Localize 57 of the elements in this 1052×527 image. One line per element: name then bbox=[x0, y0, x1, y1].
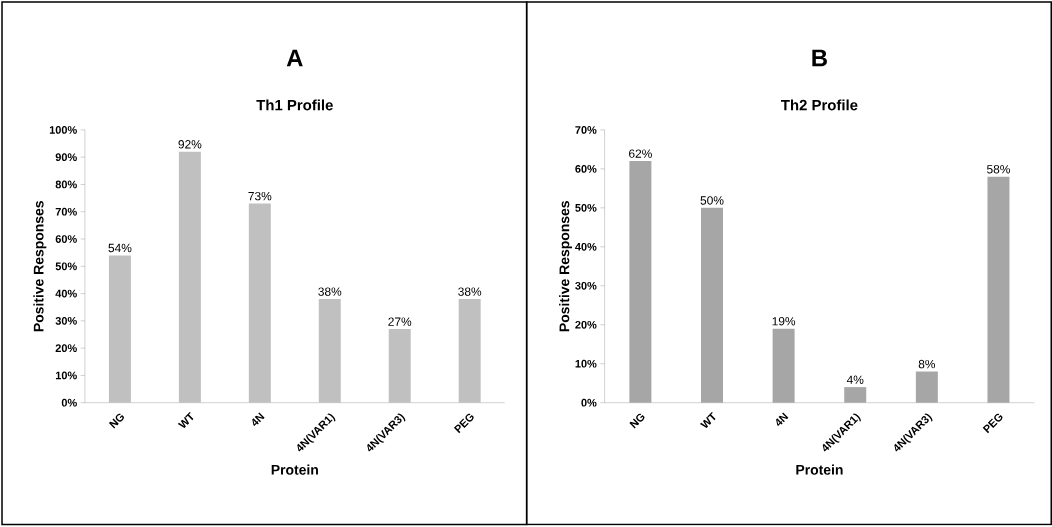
y-tick-label: 90% bbox=[55, 153, 77, 162]
bar bbox=[772, 328, 795, 403]
bar bbox=[318, 299, 341, 403]
data-label: 8% bbox=[918, 360, 936, 369]
y-tick-label: 0% bbox=[581, 399, 597, 407]
y-tick-label: 20% bbox=[575, 321, 597, 329]
bar bbox=[915, 371, 938, 403]
y-tick-label: 70% bbox=[575, 126, 597, 134]
y-tick-label: 60% bbox=[55, 235, 77, 244]
data-label: 38% bbox=[318, 287, 342, 297]
y-axis-title: Positive Responses bbox=[33, 201, 47, 332]
data-label: 50% bbox=[700, 196, 724, 205]
bar bbox=[844, 387, 867, 403]
y-tick-label: 10% bbox=[575, 360, 597, 368]
data-label: 4% bbox=[846, 375, 864, 385]
y-tick-label: 60% bbox=[575, 165, 597, 173]
y-tick-label: 10% bbox=[55, 371, 77, 380]
data-label: 62% bbox=[629, 149, 652, 159]
bar bbox=[987, 176, 1010, 403]
bar bbox=[108, 255, 131, 403]
y-tick-label: 50% bbox=[575, 204, 597, 212]
y-tick-label: 30% bbox=[575, 282, 597, 290]
bar bbox=[458, 299, 481, 403]
x-tick-label: WT bbox=[177, 412, 194, 429]
y-tick-label: 80% bbox=[55, 180, 77, 189]
data-label: 73% bbox=[248, 192, 272, 201]
x-tick-label: 4N bbox=[252, 412, 265, 427]
data-label: 92% bbox=[178, 140, 202, 149]
bar bbox=[248, 203, 271, 403]
chart-title: A bbox=[286, 49, 303, 67]
x-axis-title: Protein bbox=[271, 464, 318, 475]
x-tick-label: NG bbox=[108, 413, 125, 429]
data-label: 58% bbox=[986, 165, 1010, 174]
x-axis-title: Protein bbox=[796, 464, 843, 475]
data-label: 19% bbox=[772, 317, 796, 326]
y-tick-label: 70% bbox=[55, 208, 77, 216]
y-tick-label: 20% bbox=[55, 344, 77, 353]
y-axis-title: Positive Responses bbox=[559, 201, 573, 332]
y-tick-label: 30% bbox=[55, 317, 77, 325]
data-label: 27% bbox=[388, 317, 412, 327]
y-tick-label: 40% bbox=[575, 243, 597, 251]
chart-title: B bbox=[812, 49, 827, 67]
y-tick-label: 50% bbox=[55, 262, 77, 271]
y-tick-label: 0% bbox=[61, 399, 77, 407]
bar bbox=[388, 329, 411, 403]
chart-subtitle: Th2 Profile bbox=[781, 99, 858, 111]
y-tick-label: 100% bbox=[49, 126, 77, 134]
bar bbox=[178, 151, 201, 403]
data-label: 38% bbox=[458, 287, 482, 297]
bar bbox=[701, 208, 723, 403]
y-tick-label: 40% bbox=[55, 289, 77, 298]
data-label: 54% bbox=[108, 243, 132, 253]
x-tick-label: NG bbox=[629, 413, 645, 429]
bar bbox=[629, 161, 652, 403]
chart-subtitle: Th1 Profile bbox=[256, 99, 333, 111]
x-tick-label: 4N bbox=[776, 412, 789, 427]
x-tick-label: WT bbox=[699, 412, 716, 429]
